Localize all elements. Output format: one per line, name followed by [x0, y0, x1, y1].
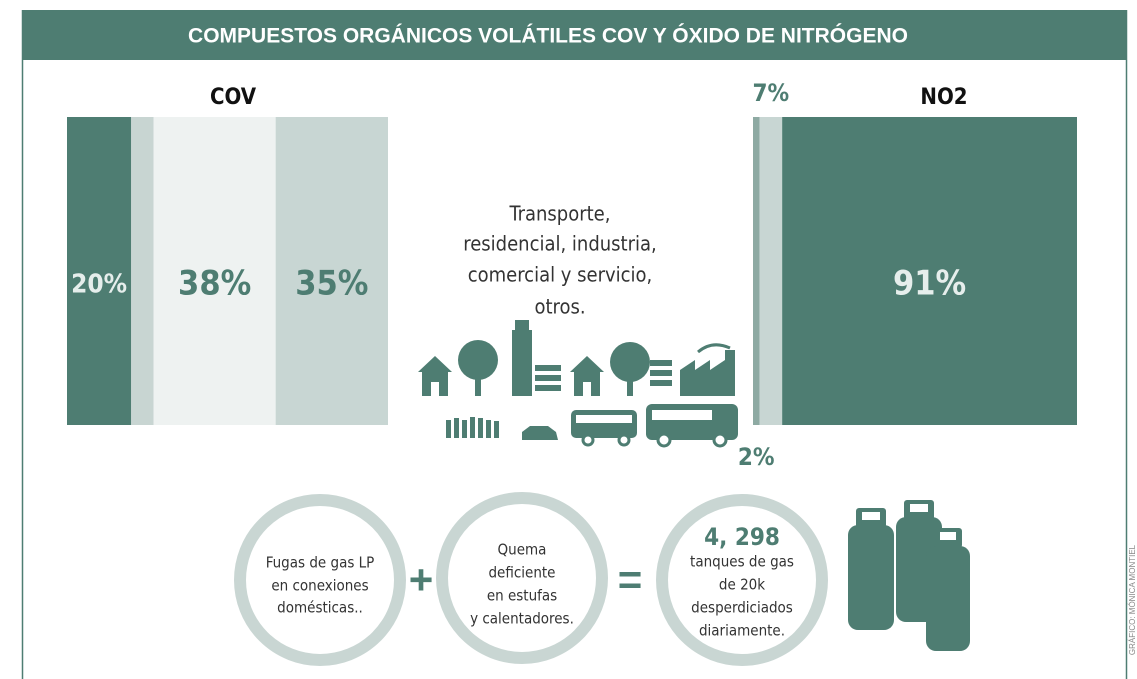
source-line: residencial, industria,	[463, 232, 656, 256]
value-label: 91%	[893, 264, 966, 304]
source-line: Transporte,	[509, 202, 611, 226]
value-label: 38%	[178, 264, 251, 304]
result-text: diariamente.	[699, 622, 785, 640]
result-text: desperdiciados	[691, 599, 793, 617]
result-text: de 20k	[719, 576, 765, 594]
result-text: tanques de gas	[690, 553, 794, 571]
term-text: en estufas	[487, 587, 557, 605]
value-label: 2%	[738, 443, 775, 471]
value-label: 7%	[752, 79, 789, 107]
chart-title: NO2	[920, 85, 967, 110]
source-line: comercial y servicio,	[468, 263, 653, 287]
result-number: 4, 298	[704, 523, 780, 551]
term-text: domésticas..	[277, 599, 363, 617]
bar-segment	[753, 117, 759, 425]
bar-segment	[131, 117, 153, 425]
term-text: Quema	[498, 541, 547, 559]
equals-sign: =	[618, 556, 643, 603]
plus-sign: +	[409, 556, 434, 603]
term-text: Fugas de gas LP	[266, 554, 375, 572]
source-line: otros.	[534, 295, 585, 319]
value-label: 35%	[295, 264, 368, 304]
infographic: COMPUESTOS ORGÁNICOS VOLÁTILES COV Y ÓXI…	[0, 0, 1137, 679]
term-text: en conexiones	[271, 577, 368, 595]
value-label: 20%	[71, 270, 127, 300]
bar-segment	[759, 117, 782, 425]
credit: GRÁFICO: MÓNICA MONTIEL	[1128, 544, 1137, 655]
term-text: deficiente	[488, 564, 555, 582]
term-text: y calentadores.	[470, 610, 574, 628]
chart-title: COV	[210, 85, 257, 110]
title: COMPUESTOS ORGÁNICOS VOLÁTILES COV Y ÓXI…	[188, 24, 908, 48]
